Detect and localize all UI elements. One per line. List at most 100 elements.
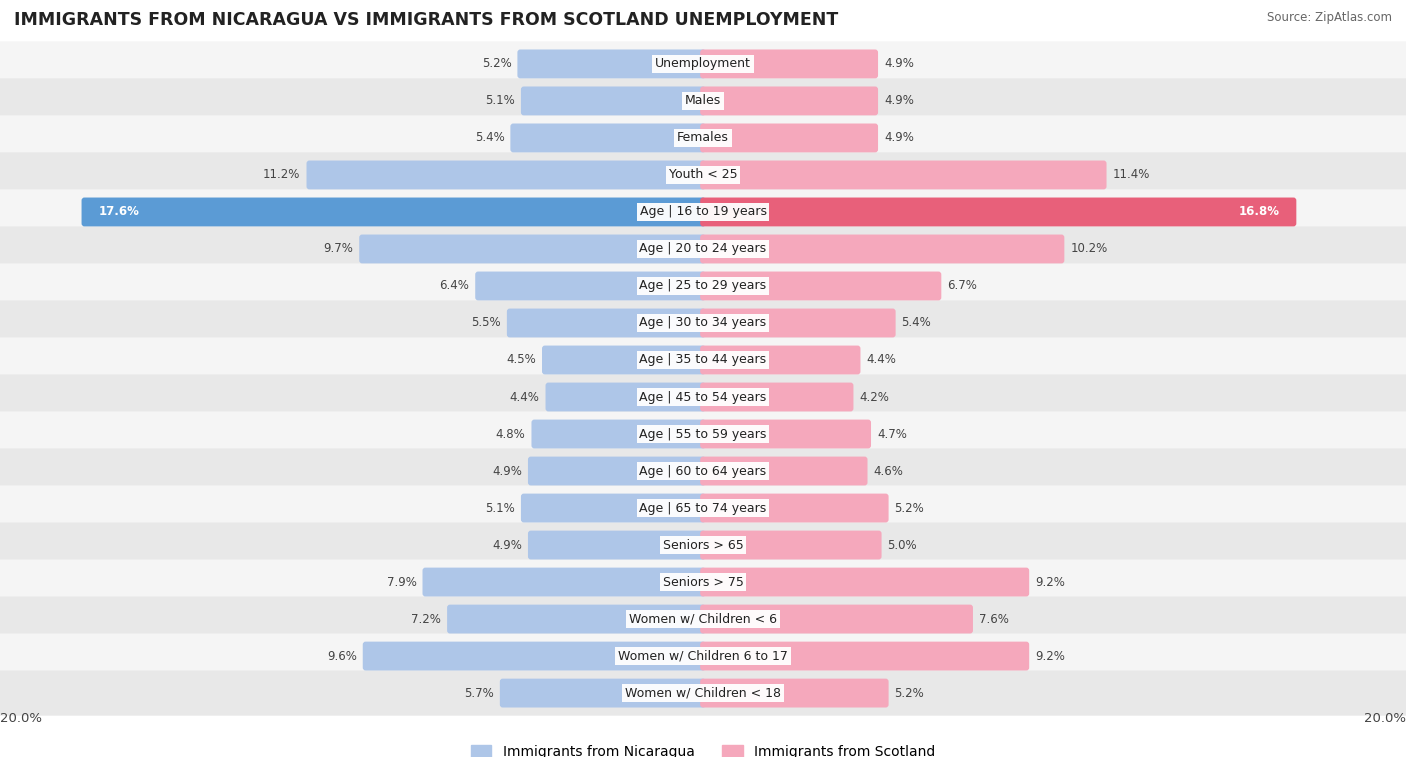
- Text: Age | 25 to 29 years: Age | 25 to 29 years: [640, 279, 766, 292]
- Text: 11.2%: 11.2%: [263, 169, 301, 182]
- Text: Age | 65 to 74 years: Age | 65 to 74 years: [640, 502, 766, 515]
- Text: 4.9%: 4.9%: [884, 132, 914, 145]
- Text: Seniors > 65: Seniors > 65: [662, 538, 744, 552]
- Text: Seniors > 75: Seniors > 75: [662, 575, 744, 588]
- FancyBboxPatch shape: [0, 189, 1406, 235]
- Text: 10.2%: 10.2%: [1070, 242, 1108, 255]
- FancyBboxPatch shape: [0, 79, 1406, 123]
- FancyBboxPatch shape: [700, 382, 853, 412]
- FancyBboxPatch shape: [447, 605, 706, 634]
- Text: IMMIGRANTS FROM NICARAGUA VS IMMIGRANTS FROM SCOTLAND UNEMPLOYMENT: IMMIGRANTS FROM NICARAGUA VS IMMIGRANTS …: [14, 11, 838, 30]
- Text: 5.4%: 5.4%: [475, 132, 505, 145]
- Text: Women w/ Children < 18: Women w/ Children < 18: [626, 687, 780, 699]
- FancyBboxPatch shape: [0, 42, 1406, 86]
- FancyBboxPatch shape: [700, 123, 877, 152]
- Text: 5.2%: 5.2%: [894, 687, 924, 699]
- Text: Age | 20 to 24 years: Age | 20 to 24 years: [640, 242, 766, 255]
- Text: 16.8%: 16.8%: [1239, 205, 1279, 219]
- Text: 5.4%: 5.4%: [901, 316, 931, 329]
- FancyBboxPatch shape: [0, 301, 1406, 345]
- FancyBboxPatch shape: [546, 382, 706, 412]
- Text: 7.6%: 7.6%: [979, 612, 1008, 625]
- Text: 17.6%: 17.6%: [98, 205, 139, 219]
- FancyBboxPatch shape: [307, 160, 706, 189]
- FancyBboxPatch shape: [501, 678, 706, 708]
- FancyBboxPatch shape: [517, 49, 706, 79]
- FancyBboxPatch shape: [531, 419, 706, 448]
- FancyBboxPatch shape: [360, 235, 706, 263]
- FancyBboxPatch shape: [700, 642, 1029, 671]
- FancyBboxPatch shape: [510, 123, 706, 152]
- Text: Males: Males: [685, 95, 721, 107]
- Text: 5.1%: 5.1%: [485, 95, 515, 107]
- FancyBboxPatch shape: [700, 309, 896, 338]
- Text: 4.6%: 4.6%: [873, 465, 903, 478]
- FancyBboxPatch shape: [0, 412, 1406, 456]
- FancyBboxPatch shape: [543, 345, 706, 375]
- FancyBboxPatch shape: [0, 152, 1406, 198]
- Text: Unemployment: Unemployment: [655, 58, 751, 70]
- Text: 9.6%: 9.6%: [328, 650, 357, 662]
- Text: Women w/ Children < 6: Women w/ Children < 6: [628, 612, 778, 625]
- Text: 4.5%: 4.5%: [506, 354, 536, 366]
- FancyBboxPatch shape: [520, 86, 706, 115]
- FancyBboxPatch shape: [0, 338, 1406, 382]
- Text: 4.9%: 4.9%: [492, 538, 522, 552]
- Text: 4.9%: 4.9%: [492, 465, 522, 478]
- Text: Age | 60 to 64 years: Age | 60 to 64 years: [640, 465, 766, 478]
- FancyBboxPatch shape: [700, 419, 872, 448]
- Text: 4.9%: 4.9%: [884, 58, 914, 70]
- FancyBboxPatch shape: [700, 678, 889, 708]
- FancyBboxPatch shape: [0, 263, 1406, 309]
- FancyBboxPatch shape: [700, 160, 1107, 189]
- FancyBboxPatch shape: [508, 309, 706, 338]
- Text: 9.2%: 9.2%: [1035, 575, 1064, 588]
- FancyBboxPatch shape: [0, 448, 1406, 494]
- Text: Women w/ Children 6 to 17: Women w/ Children 6 to 17: [619, 650, 787, 662]
- Text: 9.2%: 9.2%: [1035, 650, 1064, 662]
- FancyBboxPatch shape: [475, 272, 706, 301]
- Text: Females: Females: [678, 132, 728, 145]
- Text: 9.7%: 9.7%: [323, 242, 353, 255]
- Text: 6.4%: 6.4%: [440, 279, 470, 292]
- Text: 7.9%: 7.9%: [387, 575, 416, 588]
- FancyBboxPatch shape: [700, 272, 942, 301]
- Text: 4.2%: 4.2%: [859, 391, 889, 403]
- Text: 5.2%: 5.2%: [894, 502, 924, 515]
- FancyBboxPatch shape: [700, 605, 973, 634]
- Text: Age | 55 to 59 years: Age | 55 to 59 years: [640, 428, 766, 441]
- Text: 6.7%: 6.7%: [948, 279, 977, 292]
- FancyBboxPatch shape: [0, 671, 1406, 715]
- Text: 7.2%: 7.2%: [412, 612, 441, 625]
- FancyBboxPatch shape: [529, 531, 706, 559]
- FancyBboxPatch shape: [422, 568, 706, 597]
- Text: Age | 35 to 44 years: Age | 35 to 44 years: [640, 354, 766, 366]
- Text: 20.0%: 20.0%: [1364, 712, 1406, 724]
- FancyBboxPatch shape: [0, 485, 1406, 531]
- FancyBboxPatch shape: [700, 235, 1064, 263]
- Text: 5.5%: 5.5%: [471, 316, 501, 329]
- FancyBboxPatch shape: [700, 49, 877, 79]
- Text: 4.4%: 4.4%: [510, 391, 540, 403]
- FancyBboxPatch shape: [529, 456, 706, 485]
- Text: Age | 16 to 19 years: Age | 16 to 19 years: [640, 205, 766, 219]
- FancyBboxPatch shape: [82, 198, 706, 226]
- Text: Age | 30 to 34 years: Age | 30 to 34 years: [640, 316, 766, 329]
- FancyBboxPatch shape: [0, 375, 1406, 419]
- Legend: Immigrants from Nicaragua, Immigrants from Scotland: Immigrants from Nicaragua, Immigrants fr…: [465, 740, 941, 757]
- Text: 4.8%: 4.8%: [496, 428, 526, 441]
- Text: 20.0%: 20.0%: [0, 712, 42, 724]
- FancyBboxPatch shape: [700, 86, 877, 115]
- FancyBboxPatch shape: [0, 226, 1406, 272]
- FancyBboxPatch shape: [0, 597, 1406, 642]
- Text: 5.0%: 5.0%: [887, 538, 917, 552]
- FancyBboxPatch shape: [700, 198, 1296, 226]
- Text: Age | 45 to 54 years: Age | 45 to 54 years: [640, 391, 766, 403]
- FancyBboxPatch shape: [700, 531, 882, 559]
- FancyBboxPatch shape: [0, 522, 1406, 568]
- Text: 4.7%: 4.7%: [877, 428, 907, 441]
- FancyBboxPatch shape: [520, 494, 706, 522]
- FancyBboxPatch shape: [700, 345, 860, 375]
- Text: 4.9%: 4.9%: [884, 95, 914, 107]
- FancyBboxPatch shape: [0, 115, 1406, 160]
